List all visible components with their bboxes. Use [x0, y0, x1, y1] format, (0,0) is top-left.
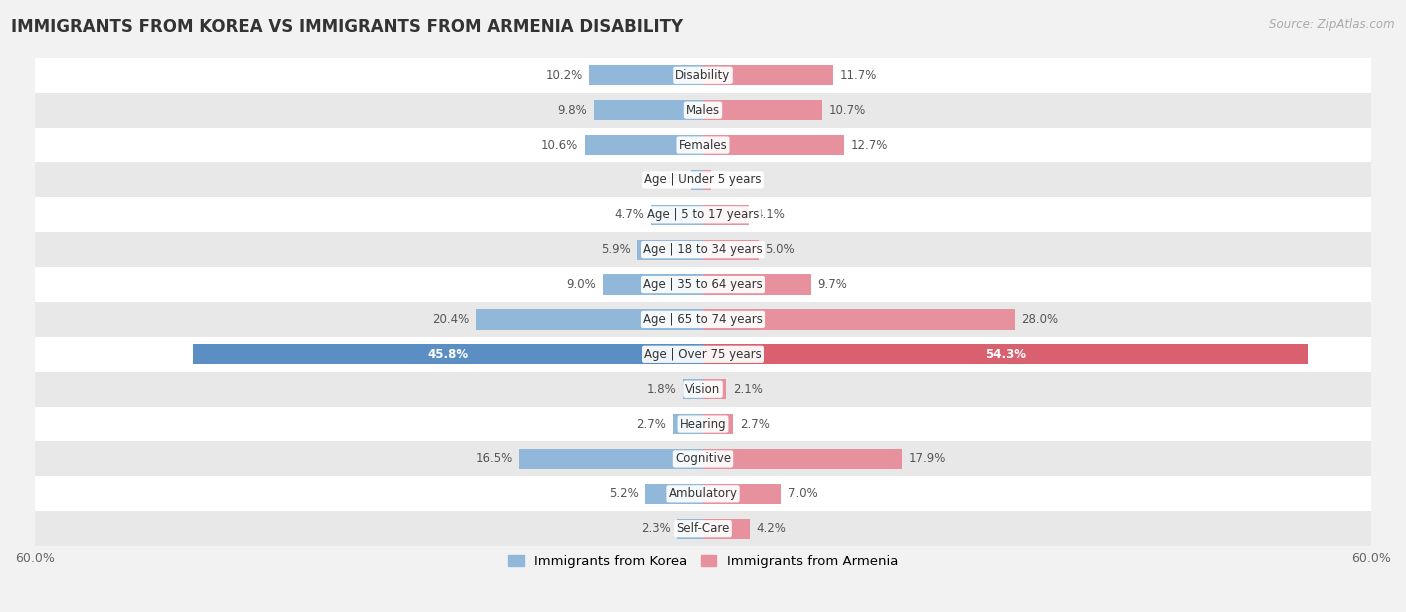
Text: 17.9%: 17.9% [910, 452, 946, 466]
Bar [703, 170, 711, 190]
Bar [651, 204, 703, 225]
Text: 4.2%: 4.2% [756, 522, 786, 535]
Text: 7.0%: 7.0% [787, 487, 817, 501]
Legend: Immigrants from Korea, Immigrants from Armenia: Immigrants from Korea, Immigrants from A… [502, 550, 904, 573]
Text: Self-Care: Self-Care [676, 522, 730, 535]
Bar [690, 170, 703, 190]
Bar [35, 58, 1371, 92]
Bar [35, 232, 1371, 267]
Text: 10.7%: 10.7% [828, 103, 866, 117]
Text: Age | Under 5 years: Age | Under 5 years [644, 173, 762, 187]
Bar [683, 379, 703, 399]
Bar [35, 371, 1371, 406]
Bar [35, 127, 1371, 162]
Text: 9.8%: 9.8% [557, 103, 588, 117]
Text: Vision: Vision [685, 382, 721, 396]
Bar [193, 344, 703, 364]
Bar [35, 302, 1371, 337]
Text: Age | 5 to 17 years: Age | 5 to 17 years [647, 208, 759, 222]
Text: Age | 35 to 64 years: Age | 35 to 64 years [643, 278, 763, 291]
Text: 10.2%: 10.2% [546, 69, 582, 82]
Text: 16.5%: 16.5% [475, 452, 513, 466]
Text: 9.0%: 9.0% [567, 278, 596, 291]
Bar [703, 274, 811, 294]
Text: Males: Males [686, 103, 720, 117]
Bar [35, 92, 1371, 127]
Bar [673, 414, 703, 434]
Bar [475, 309, 703, 329]
Bar [703, 204, 748, 225]
Bar [703, 449, 903, 469]
Bar [703, 344, 1308, 364]
Text: 5.9%: 5.9% [600, 243, 631, 256]
Bar [678, 518, 703, 539]
Text: Hearing: Hearing [679, 417, 727, 431]
Text: 5.0%: 5.0% [765, 243, 794, 256]
Bar [603, 274, 703, 294]
Bar [703, 65, 834, 86]
Bar [593, 100, 703, 121]
Bar [519, 449, 703, 469]
Text: Cognitive: Cognitive [675, 452, 731, 466]
Text: Age | 18 to 34 years: Age | 18 to 34 years [643, 243, 763, 256]
Text: 2.7%: 2.7% [637, 417, 666, 431]
Text: Source: ZipAtlas.com: Source: ZipAtlas.com [1270, 18, 1395, 31]
Bar [703, 483, 780, 504]
Text: 20.4%: 20.4% [432, 313, 470, 326]
Text: 28.0%: 28.0% [1021, 313, 1059, 326]
Text: 9.7%: 9.7% [818, 278, 848, 291]
Bar [35, 476, 1371, 511]
Text: 45.8%: 45.8% [427, 348, 468, 361]
Bar [703, 135, 845, 155]
Bar [703, 518, 749, 539]
Bar [703, 309, 1015, 329]
Text: 1.1%: 1.1% [654, 173, 685, 187]
Text: 5.2%: 5.2% [609, 487, 638, 501]
Text: 0.76%: 0.76% [718, 173, 755, 187]
Bar [35, 337, 1371, 371]
Bar [589, 65, 703, 86]
Text: Age | 65 to 74 years: Age | 65 to 74 years [643, 313, 763, 326]
Text: 2.1%: 2.1% [733, 382, 763, 396]
Text: 11.7%: 11.7% [839, 69, 877, 82]
Text: Females: Females [679, 138, 727, 152]
Bar [637, 239, 703, 259]
Text: 1.8%: 1.8% [647, 382, 676, 396]
Text: Disability: Disability [675, 69, 731, 82]
Bar [703, 239, 759, 259]
Text: Age | Over 75 years: Age | Over 75 years [644, 348, 762, 361]
Text: 2.7%: 2.7% [740, 417, 769, 431]
Text: IMMIGRANTS FROM KOREA VS IMMIGRANTS FROM ARMENIA DISABILITY: IMMIGRANTS FROM KOREA VS IMMIGRANTS FROM… [11, 18, 683, 36]
Bar [35, 197, 1371, 232]
Bar [703, 379, 727, 399]
Bar [703, 414, 733, 434]
Text: 2.3%: 2.3% [641, 522, 671, 535]
Text: 54.3%: 54.3% [984, 348, 1026, 361]
Bar [703, 100, 823, 121]
Text: 4.7%: 4.7% [614, 208, 644, 222]
Bar [35, 406, 1371, 441]
Bar [585, 135, 703, 155]
Bar [35, 162, 1371, 197]
Text: 4.1%: 4.1% [755, 208, 785, 222]
Text: 12.7%: 12.7% [851, 138, 889, 152]
Bar [35, 511, 1371, 546]
Bar [645, 483, 703, 504]
Text: 10.6%: 10.6% [541, 138, 578, 152]
Text: Ambulatory: Ambulatory [668, 487, 738, 501]
Bar [35, 441, 1371, 476]
Bar [35, 267, 1371, 302]
